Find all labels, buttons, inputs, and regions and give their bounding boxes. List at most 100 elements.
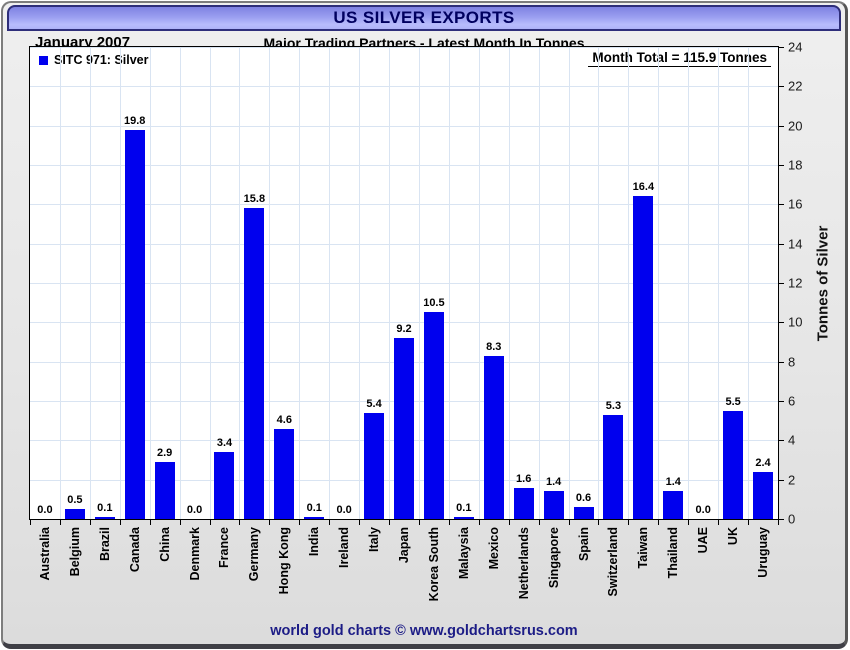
grid-line-v (239, 47, 241, 519)
legend-series-label: SITC 971: Silver (54, 53, 149, 67)
grid-line-h (30, 165, 778, 166)
bar-value-label: 5.4 (366, 398, 382, 410)
bar-singapore (543, 491, 564, 519)
x-axis-label: Italy (367, 527, 382, 553)
x-tick (149, 520, 151, 525)
y-tick (778, 519, 784, 520)
grid-line-v (299, 47, 301, 519)
x-axis-label: Uruguay (756, 527, 771, 578)
bar-value-label: 0.0 (37, 504, 53, 516)
grid-line-v (718, 47, 720, 519)
x-axis-label: Ireland (337, 527, 352, 568)
bar-mexico (483, 356, 504, 519)
y-axis-title: Tonnes of Silver (814, 225, 832, 341)
bar-value-label: 0.0 (336, 504, 352, 516)
x-axis-label: India (307, 527, 322, 557)
bar-value-label: 8.3 (486, 341, 502, 353)
bar-malaysia (453, 517, 474, 519)
x-tick (538, 520, 540, 525)
bar-value-label: 1.4 (665, 476, 681, 488)
bar-uk (723, 411, 744, 519)
x-axis-label: Spain (576, 527, 591, 562)
x-tick (688, 520, 690, 525)
x-tick (30, 520, 31, 525)
x-axis-label: Belgium (67, 527, 82, 577)
grid-line-v (448, 47, 450, 519)
grid-line-v (688, 47, 690, 519)
bar-value-label: 0.1 (97, 502, 113, 514)
page-title: US SILVER EXPORTS (333, 8, 515, 27)
x-tick (299, 520, 301, 525)
bar-value-label: 9.2 (396, 323, 412, 335)
y-tick-label: 10 (788, 314, 803, 330)
x-tick (119, 520, 121, 525)
x-axis-label: Germany (247, 527, 262, 582)
x-tick (448, 520, 450, 525)
y-tick-label: 20 (788, 118, 803, 134)
grid-line-v (89, 47, 91, 519)
grid-line-h (30, 322, 778, 324)
bar-france (214, 452, 235, 519)
y-tick (778, 283, 784, 284)
y-tick (778, 243, 784, 245)
x-axis-label: France (217, 527, 232, 568)
bar-netherlands (513, 488, 534, 519)
bar-value-label: 19.8 (124, 115, 146, 127)
x-tick (628, 520, 630, 525)
y-tick-label: 0 (788, 511, 796, 527)
bar-korea-south (423, 312, 444, 519)
bar-value-label: 0.1 (456, 502, 472, 514)
bar-belgium (64, 509, 85, 519)
bar-value-label: 3.4 (216, 437, 233, 449)
bar-brazil (94, 517, 115, 519)
y-tick-label: 8 (788, 354, 796, 370)
x-axis-label: Korea South (426, 527, 441, 602)
y-tick-label: 18 (788, 157, 803, 173)
bar-value-label: 2.4 (755, 457, 771, 469)
grid-line-h (30, 283, 778, 284)
x-tick (389, 520, 391, 525)
title-bar: US SILVER EXPORTS (7, 5, 841, 31)
x-tick (89, 520, 91, 525)
grid-line-v (538, 47, 540, 519)
bar-canada (124, 130, 145, 519)
bar-value-label: 2.9 (156, 447, 173, 459)
bar-value-label: 10.5 (423, 297, 445, 309)
y-tick-label: 2 (788, 472, 796, 488)
y-tick-label: 4 (788, 432, 796, 448)
grid-line-v (149, 47, 151, 519)
grid-line-v (568, 47, 570, 519)
y-tick (778, 204, 784, 206)
grid-line-v (628, 47, 630, 519)
x-tick (418, 520, 420, 525)
bar-value-label: 4.6 (276, 414, 292, 426)
grid-line-v (389, 47, 391, 519)
x-axis-label: Hong Kong (277, 527, 292, 595)
grid-line-h (30, 125, 778, 127)
bar-value-label: 5.3 (605, 400, 622, 412)
x-axis-label: Thailand (666, 527, 681, 579)
bar-value-label: 0.1 (306, 502, 322, 514)
x-axis-label: Japan (397, 527, 411, 564)
bar-thailand (663, 491, 684, 519)
bar-china (154, 462, 175, 519)
grid-line-v (508, 47, 510, 519)
bar-switzerland (603, 415, 624, 519)
bar-india (304, 517, 325, 519)
y-tick (778, 47, 784, 48)
x-axis-label: Australia (37, 527, 52, 581)
plot-area: SITC 971: Silver Month Total = 115.9 Ton… (30, 47, 778, 519)
x-tick (598, 520, 600, 525)
x-tick (658, 520, 660, 525)
x-tick (778, 520, 779, 525)
x-tick (59, 520, 61, 525)
legend-swatch-icon (39, 55, 48, 65)
x-axis-label: Mexico (486, 527, 501, 570)
y-axis-title-wrap: Tonnes of Silver (802, 47, 844, 519)
grid-line-h (30, 243, 778, 245)
x-tick (329, 520, 331, 525)
grid-line-v (359, 47, 361, 519)
x-axis-label: Canada (127, 527, 142, 573)
y-tick (778, 322, 784, 324)
bar-japan (394, 338, 414, 519)
